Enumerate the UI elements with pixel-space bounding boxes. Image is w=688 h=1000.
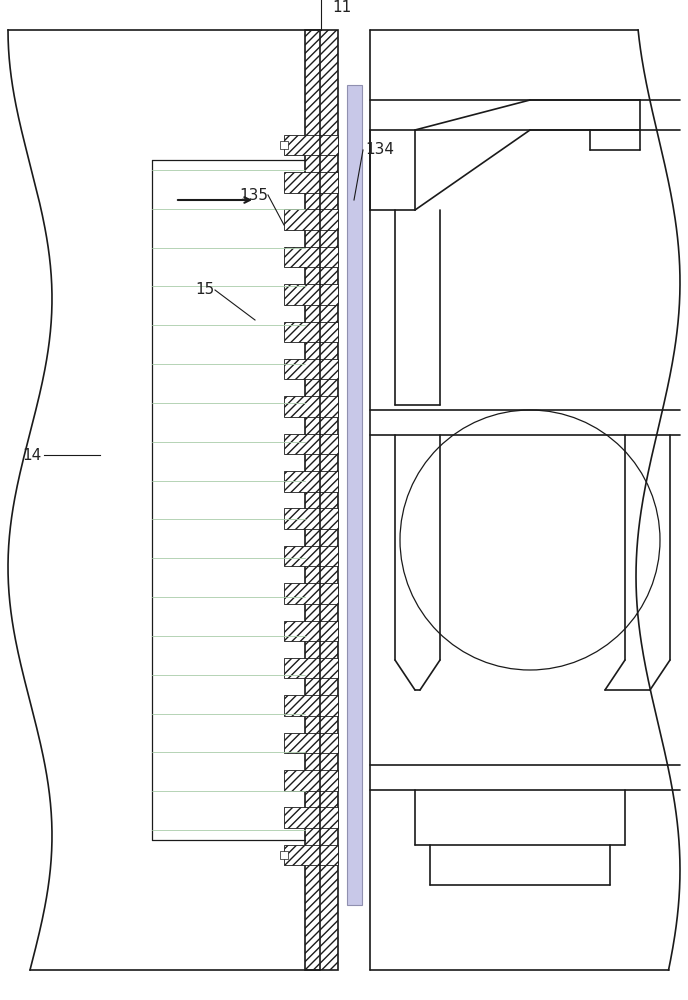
Bar bbox=[284, 135, 338, 155]
Bar bbox=[305, 30, 338, 970]
Text: 15: 15 bbox=[196, 282, 215, 298]
Bar bbox=[280, 141, 288, 149]
Bar bbox=[284, 247, 338, 267]
Bar bbox=[284, 845, 338, 865]
Bar bbox=[284, 695, 338, 716]
Bar bbox=[284, 284, 338, 305]
Bar bbox=[284, 322, 338, 342]
Bar bbox=[284, 396, 338, 417]
Bar bbox=[284, 733, 338, 753]
Text: 11: 11 bbox=[332, 0, 352, 15]
Bar bbox=[284, 546, 338, 566]
Bar bbox=[284, 172, 338, 193]
Bar bbox=[284, 209, 338, 230]
Bar bbox=[347, 85, 362, 905]
Bar bbox=[284, 583, 338, 604]
Bar bbox=[284, 770, 338, 791]
Bar bbox=[280, 851, 288, 859]
Bar bbox=[284, 471, 338, 492]
Bar bbox=[284, 508, 338, 529]
Bar bbox=[284, 359, 338, 379]
Text: 134: 134 bbox=[365, 142, 394, 157]
Bar bbox=[284, 658, 338, 678]
Text: 14: 14 bbox=[23, 448, 42, 462]
Bar bbox=[284, 434, 338, 454]
Bar bbox=[284, 807, 338, 828]
Text: 135: 135 bbox=[239, 188, 268, 202]
Bar bbox=[284, 621, 338, 641]
